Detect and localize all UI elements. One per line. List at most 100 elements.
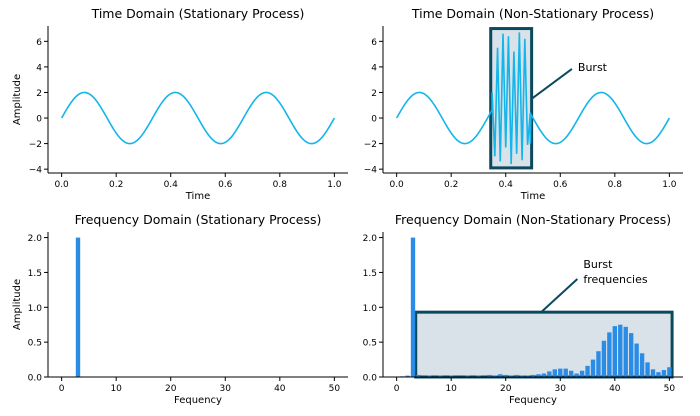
bar-42: [623, 326, 628, 377]
y-tick-label: 1.5: [28, 269, 42, 279]
x-tick-label: 50: [329, 384, 341, 394]
bar-48: [656, 372, 661, 377]
y-tick-label: 1.0: [363, 304, 378, 314]
x-axis-label: Fequency: [509, 395, 557, 406]
bar-49: [661, 370, 667, 377]
bar-24: [525, 375, 530, 377]
annotation-line: frequencies: [583, 273, 647, 286]
bar-47: [650, 369, 656, 377]
burst-frequencies-box: [414, 310, 674, 379]
bar-31: [563, 368, 568, 377]
bar-2: [405, 375, 410, 377]
bar-34: [579, 370, 585, 377]
y-tick-label: 6: [36, 38, 42, 48]
annotation-line: Burst: [578, 61, 608, 74]
bar-17: [487, 374, 492, 377]
panel-nonstationary-freq: Frequency Domain (Non-Stationary Process…: [363, 212, 683, 406]
x-axis-label: Fequency: [174, 395, 222, 406]
bar-46: [645, 362, 650, 377]
bar-33: [574, 373, 579, 377]
bar-21: [509, 375, 514, 377]
chart-title: Time Domain (Non-Stationary Process): [411, 6, 654, 21]
x-tick-label: 20: [500, 384, 512, 394]
y-tick-label: 2.0: [363, 234, 378, 244]
x-tick-label: 0.0: [389, 180, 404, 190]
y-tick-label: −4: [29, 166, 43, 176]
bar-27: [541, 373, 547, 377]
panel-stationary-time: Time Domain (Stationary Process) 0.0 0.2 0.…: [12, 6, 348, 202]
bar-43: [629, 333, 634, 377]
bar-32: [569, 370, 574, 377]
y-tick-label: −2: [364, 140, 377, 150]
bar-50: [667, 367, 672, 377]
bar-13: [465, 375, 470, 377]
signal-line: [60, 91, 336, 145]
bar-28: [547, 371, 552, 377]
chart-title: Frequency Domain (Non-Stationary Process…: [395, 212, 671, 227]
x-tick-label: 30: [220, 384, 232, 394]
bar-3: [75, 237, 81, 377]
x-tick-label: 0.2: [109, 180, 123, 190]
x-tick-label: 10: [445, 384, 457, 394]
y-tick-label: −4: [364, 166, 378, 176]
bar-6: [427, 375, 432, 377]
x-tick-label: 0.4: [164, 180, 179, 190]
y-tick-label: 2: [36, 89, 42, 99]
x-tick-label: 20: [165, 384, 177, 394]
x-tick-label: 0.8: [608, 180, 623, 190]
bar-3: [410, 237, 416, 377]
y-tick-label: 1.5: [363, 269, 377, 279]
bar-8: [438, 375, 443, 377]
x-tick-label: 0.4: [499, 180, 514, 190]
signal-line: [395, 32, 671, 165]
bar-45: [639, 353, 645, 377]
bar-40: [612, 326, 617, 377]
annotation-line: Burst: [583, 258, 613, 271]
bar-23: [519, 375, 525, 377]
x-tick-label: 50: [664, 384, 676, 394]
panel-nonstationary-time: Time Domain (Non-Stationary Process) 0.0 0…: [364, 6, 683, 202]
x-tick-label: 0.2: [444, 180, 458, 190]
annotation-leader-line: [531, 68, 573, 100]
x-tick-label: 10: [110, 384, 122, 394]
x-tick-label: 40: [609, 384, 621, 394]
x-tick-label: 1.0: [662, 180, 677, 190]
bar-10: [449, 375, 454, 377]
y-tick-label: 4: [36, 63, 42, 73]
y-tick-label: 0: [36, 115, 42, 125]
bar-38: [601, 340, 607, 377]
bar-18: [492, 375, 497, 377]
x-tick-label: 30: [555, 384, 567, 394]
annotation-leader-line: [540, 278, 579, 313]
bar-37: [596, 351, 601, 377]
y-tick-label: 0.5: [363, 339, 377, 349]
bar-36: [590, 359, 596, 377]
x-axis-label: Time: [520, 191, 545, 202]
bar-22: [514, 374, 519, 377]
x-tick-label: 0.6: [218, 180, 233, 190]
x-tick-label: 1.0: [327, 180, 342, 190]
bar-39: [607, 332, 612, 377]
x-tick-label: 0.8: [273, 180, 288, 190]
x-tick-label: 0.6: [553, 180, 568, 190]
bar-20: [503, 374, 508, 377]
y-tick-label: 0.5: [28, 339, 42, 349]
x-axis-label: Time: [185, 191, 210, 202]
bar-29: [552, 369, 557, 377]
y-axis-label: Amplitude: [12, 279, 23, 330]
y-tick-label: 0.0: [363, 374, 378, 384]
y-tick-label: 2.0: [28, 234, 43, 244]
bar-41: [618, 324, 623, 377]
bar-26: [536, 374, 541, 377]
y-axis-label: Amplitude: [12, 74, 23, 125]
annotation-text: Burst frequencies: [583, 258, 647, 286]
x-tick-label: 0: [59, 384, 65, 394]
bar-30: [558, 368, 563, 377]
bar-44: [634, 343, 639, 377]
y-tick-label: 0.0: [28, 374, 43, 384]
y-tick-label: −2: [29, 140, 42, 150]
bar-19: [498, 374, 503, 377]
y-tick-label: 0: [371, 115, 377, 125]
panel-stationary-freq: Frequency Domain (Stationary Process) 0 10…: [12, 212, 348, 406]
